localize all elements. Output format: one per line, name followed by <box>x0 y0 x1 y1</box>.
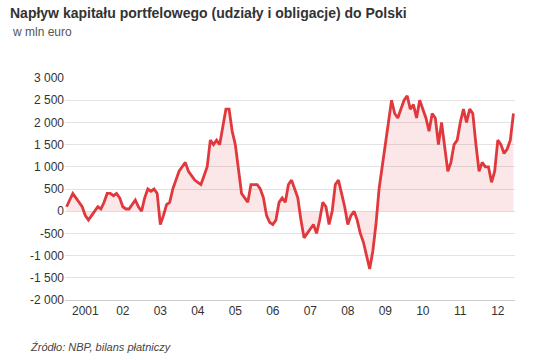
svg-text:09: 09 <box>379 304 393 318</box>
svg-text:11: 11 <box>454 304 467 318</box>
svg-text:3 000: 3 000 <box>34 71 64 85</box>
svg-text:-2 000: -2 000 <box>30 293 64 307</box>
svg-text:08: 08 <box>341 304 355 318</box>
svg-text:10: 10 <box>416 304 430 318</box>
svg-text:2 500: 2 500 <box>34 93 64 107</box>
svg-text:04: 04 <box>191 304 205 318</box>
svg-text:12: 12 <box>491 304 505 318</box>
svg-text:0: 0 <box>57 204 64 218</box>
svg-text:2001: 2001 <box>72 304 99 318</box>
svg-text:06: 06 <box>266 304 280 318</box>
svg-text:02: 02 <box>116 304 130 318</box>
svg-text:-500: -500 <box>40 227 64 241</box>
svg-text:-1 000: -1 000 <box>30 249 64 263</box>
svg-text:500: 500 <box>44 182 64 196</box>
svg-text:1 000: 1 000 <box>34 160 64 174</box>
svg-text:03: 03 <box>154 304 168 318</box>
svg-text:07: 07 <box>304 304 318 318</box>
svg-text:w mln euro: w mln euro <box>12 25 72 39</box>
svg-text:-1 500: -1 500 <box>30 271 64 285</box>
svg-text:2 000: 2 000 <box>34 116 64 130</box>
svg-text:05: 05 <box>229 304 243 318</box>
svg-text:1 500: 1 500 <box>34 138 64 152</box>
svg-text:Napływ kapitału portfelowego (: Napływ kapitału portfelowego (udziały i … <box>10 5 407 21</box>
svg-text:Źródło: NBP, bilans płatniczy: Źródło: NBP, bilans płatniczy <box>30 341 172 353</box>
